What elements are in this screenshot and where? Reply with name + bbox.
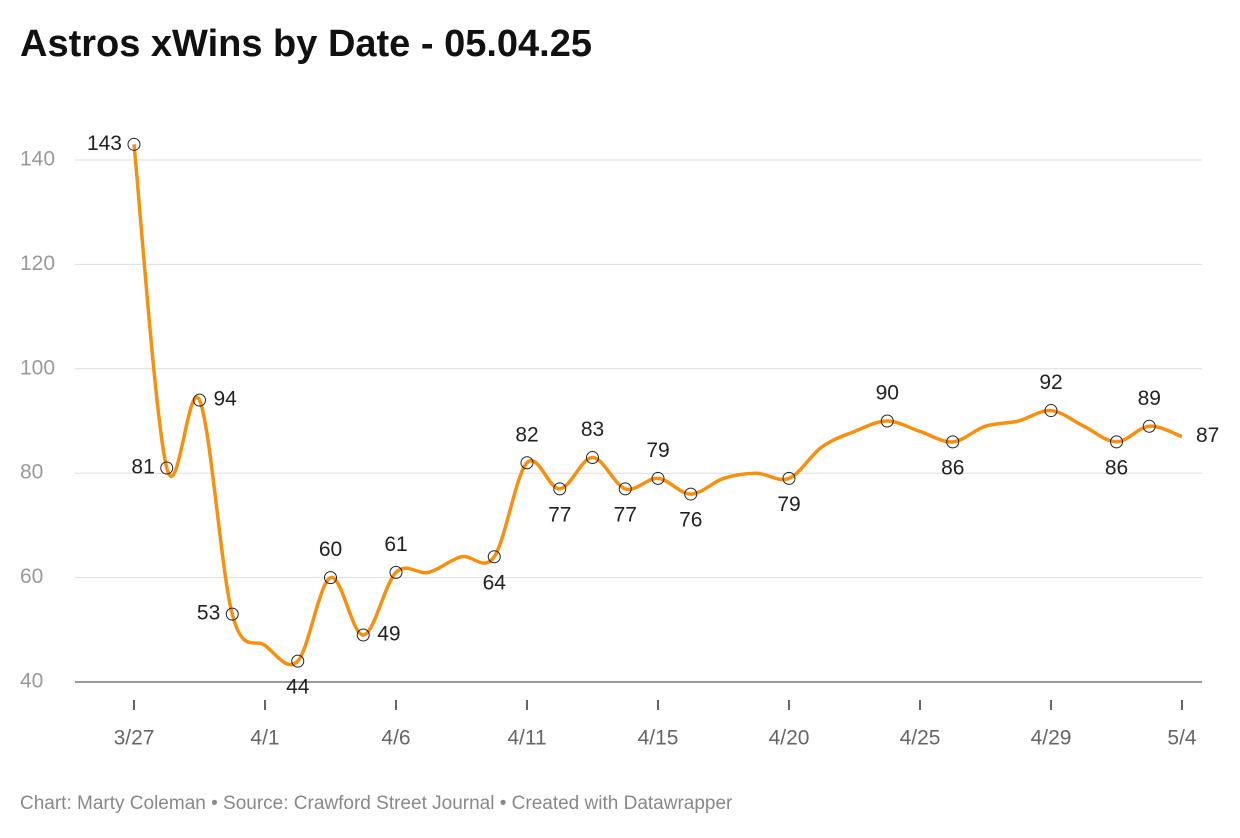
x-tick-label: 4/6	[381, 727, 410, 750]
x-tick-label: 4/11	[507, 727, 546, 750]
point	[356, 628, 370, 642]
line	[132, 144, 1183, 667]
data-label: 44	[286, 676, 310, 699]
y-tick-label: 80	[20, 461, 43, 484]
x-tick-label: 4/25	[900, 727, 941, 750]
data-label: 86	[941, 456, 964, 479]
y-tick-label: 100	[20, 356, 55, 379]
point	[684, 487, 698, 501]
point	[520, 456, 534, 470]
point	[1110, 435, 1123, 449]
point	[880, 414, 894, 428]
y-tick-label: 60	[20, 565, 43, 588]
y-tick-label: 40	[20, 670, 43, 693]
point	[193, 393, 206, 407]
x-tick-label: 4/29	[1031, 727, 1072, 750]
point	[225, 607, 239, 621]
data-label: 76	[679, 509, 702, 532]
data-label: 64	[483, 571, 507, 594]
point	[553, 482, 567, 496]
y-tick-label: 140	[20, 148, 55, 171]
x-tick-label: 4/15	[638, 727, 679, 750]
point	[651, 471, 665, 485]
data-label: 90	[876, 382, 899, 405]
x-tick-label: 3/27	[114, 727, 155, 750]
x-tick-label: 5/4	[1167, 727, 1197, 750]
x-tick-label: 4/20	[769, 727, 810, 750]
x-tick-label: 4/1	[250, 727, 279, 750]
data-label: 77	[614, 503, 637, 526]
point	[487, 550, 501, 564]
point	[586, 451, 599, 465]
data-label: 87	[1196, 424, 1219, 447]
point	[324, 571, 337, 585]
data-label: 60	[319, 538, 342, 561]
data-label: 89	[1138, 387, 1161, 410]
data-label: 61	[384, 533, 407, 556]
data-label: 49	[377, 623, 400, 646]
footer: Chart: Marty Coleman • Source: Crawford …	[20, 793, 733, 814]
point	[946, 435, 960, 449]
point	[160, 461, 174, 475]
point	[291, 654, 305, 668]
data-label: 79	[646, 439, 669, 462]
data-label: 79	[777, 493, 800, 516]
point	[1142, 419, 1156, 433]
data-label: 83	[581, 418, 604, 441]
data-label: 94	[214, 388, 238, 411]
data-label: 92	[1039, 371, 1062, 394]
data-label: 86	[1105, 456, 1128, 479]
point	[1044, 404, 1058, 418]
data-label: 53	[197, 602, 220, 625]
data-label: 82	[515, 423, 538, 446]
point	[782, 471, 796, 485]
data-label: 81	[131, 456, 154, 479]
y-tick-label: 120	[20, 252, 55, 275]
point	[618, 482, 632, 496]
chart-title: Astros xWins by Date - 05.04.25	[20, 23, 592, 65]
point	[127, 137, 141, 151]
data-label: 143	[87, 132, 122, 155]
data-label: 77	[548, 503, 571, 526]
point	[389, 565, 403, 579]
